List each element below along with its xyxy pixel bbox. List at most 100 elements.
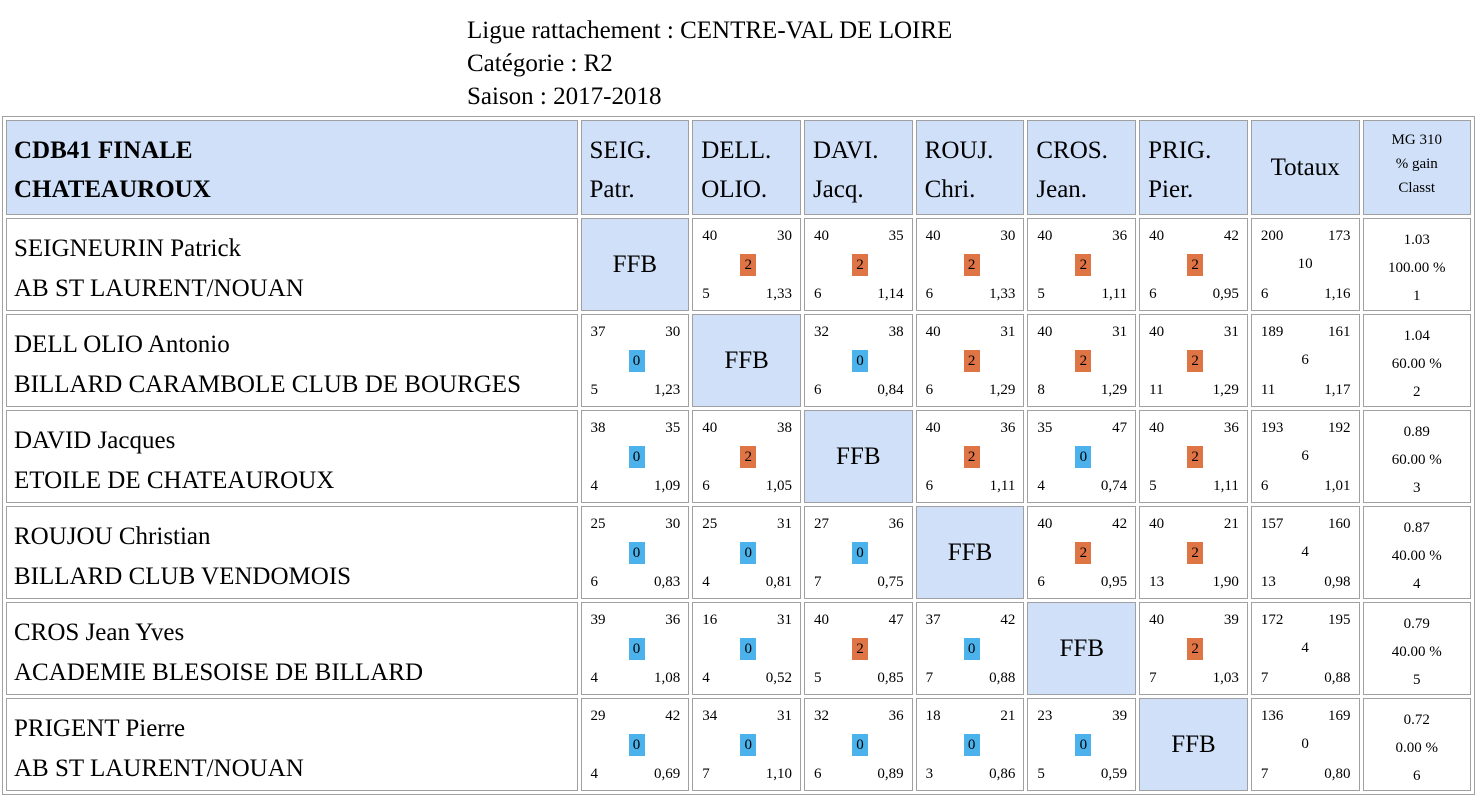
match-points-scored: 40 [813,612,829,628]
totals-cell: 193 192 6 6 1,01 [1250,410,1360,503]
player-cell: CROS Jean Yves ACADEMIE BLESOISE DE BILLA… [6,602,578,695]
match-cell: 40 31 2 11 1,29 [1139,314,1248,407]
player-cell: ROUJOU Christian BILLARD CLUB VENDOMOIS [6,506,578,599]
self-match-cell: FFB [1139,698,1248,791]
match-cell: 40 36 2 5 1,11 [1139,410,1248,503]
player-club: BILLARD CARAMBOLE CLUB DE BOURGES [14,371,521,398]
total-match-points: 0 [1301,736,1309,752]
match-cell: 37 30 0 5 1,23 [580,314,690,407]
match-best-series: 6 [590,574,599,590]
categorie-line: Catégorie : R2 [467,50,613,77]
self-match-cell: FFB [803,410,913,503]
match-points-conceded: 21 [1000,708,1016,724]
match-best-series: 5 [590,382,599,398]
match-best-series: 6 [925,382,934,398]
match-points-conceded: 36 [665,612,681,628]
player-name: PRIGENT Pierre [14,715,186,742]
match-best-series: 3 [925,766,934,782]
match-result-badge: 0 [628,638,645,660]
match-cell: 38 35 0 4 1,09 [580,410,690,503]
col-header-0: SEIG. Patr. [580,120,690,215]
match-result-badge: 2 [1187,542,1204,564]
match-best-series: 6 [1149,286,1157,302]
match-average: 1,33 [765,286,792,302]
match-result-badge: 2 [1075,542,1092,564]
match-average: 0,75 [877,574,904,590]
match-result-badge: 0 [851,542,868,564]
match-result-badge: 0 [963,638,980,660]
match-cell: 40 31 2 8 1,29 [1027,314,1137,407]
match-points-conceded: 31 [776,612,792,628]
player-row: ROUJOU Christian BILLARD CLUB VENDOMOIS 25… [6,506,1471,599]
match-points-conceded: 42 [1223,228,1239,244]
match-points-conceded: 31 [1223,324,1239,340]
match-points-scored: 40 [1149,228,1165,244]
match-points-scored: 34 [702,708,718,724]
match-average: 0,74 [1100,478,1128,494]
match-cell: 18 21 0 3 0,86 [915,698,1025,791]
match-result-badge: 2 [963,350,980,372]
match-result-badge: 2 [1187,254,1204,276]
win-percentage: 40.00 % [1391,644,1442,660]
match-result-badge: 2 [851,638,868,660]
match-result-badge: 0 [740,734,757,756]
match-average: 1,11 [989,478,1016,494]
player-club: BILLARD CLUB VENDOMOIS [14,563,352,590]
totals-cell: 189 161 6 11 1,17 [1250,314,1360,407]
match-points-conceded: 42 [665,708,681,724]
match-average: 0,85 [877,670,904,686]
player-name: CROS Jean Yves [14,619,185,646]
total-best-series: 13 [1260,574,1276,590]
match-points-scored: 40 [813,228,829,244]
match-best-series: 5 [1037,766,1045,782]
total-points-conceded: 161 [1328,324,1351,340]
totals-cell: 200 173 10 6 1,16 [1250,218,1360,311]
player-name: DELL OLIO Antonio [14,331,230,358]
total-average: 1,01 [1324,478,1351,494]
mg-value: 0.87 [1403,520,1430,536]
match-points-scored: 16 [702,612,718,628]
mg-value: 0.79 [1403,616,1430,632]
total-match-points: 10 [1297,256,1313,272]
match-cell: 40 30 2 6 1,33 [915,218,1025,311]
mg-cell: 0.79 40.00 % 5 [1362,602,1471,695]
match-best-series: 11 [1149,382,1164,398]
match-result-badge: 0 [1075,446,1092,468]
mg-cell: 1.03 100.00 % 1 [1362,218,1471,311]
mg-value: 1.03 [1403,232,1430,248]
match-result-badge: 2 [740,254,757,276]
match-result-badge: 0 [963,734,980,756]
match-cell: 25 31 0 4 0,81 [692,506,801,599]
player-name: DAVID Jacques [14,427,176,454]
mg-header: MG 310% gain Classt [1362,120,1471,215]
match-result-badge: 0 [1075,734,1092,756]
match-best-series: 6 [925,478,934,494]
match-cell: 40 39 2 7 1,03 [1139,602,1248,695]
player-club: AB ST LAURENT/NOUAN [14,755,304,782]
mg-value: 1.04 [1403,328,1430,344]
results-table: CDB41 FINALE CHATEAUROUX SEIG. Patr. DELL… [2,116,1475,795]
match-best-series: 5 [702,286,710,302]
match-cell: 32 38 0 6 0,84 [803,314,913,407]
total-match-points: 4 [1301,640,1309,656]
match-result-badge: 2 [963,254,980,276]
match-cell: 25 30 0 6 0,83 [580,506,690,599]
self-match-cell: FFB [692,314,801,407]
ligue-line: Ligue rattachement : CENTRE-VAL DE LOIRE [467,17,953,44]
ranking: 4 [1413,576,1421,592]
match-cell: 40 38 2 6 1,05 [692,410,801,503]
match-points-conceded: 31 [1112,324,1128,340]
player-cell: DELL OLIO Antonio BILLARD CARAMBOLE CLUB … [6,314,578,407]
total-best-series: 7 [1260,766,1269,782]
match-points-conceded: 47 [888,612,904,628]
total-points-scored: 136 [1260,708,1284,724]
match-points-scored: 25 [702,516,718,532]
match-cell: 40 30 2 5 1,33 [692,218,801,311]
match-cell: 40 31 2 6 1,29 [915,314,1025,407]
totals-cell: 157 160 4 13 0,98 [1250,506,1360,599]
total-points-conceded: 173 [1328,228,1351,244]
match-points-conceded: 30 [665,516,681,532]
total-average: 0,88 [1324,670,1351,686]
match-points-scored: 40 [1149,420,1165,436]
match-points-conceded: 36 [888,708,904,724]
